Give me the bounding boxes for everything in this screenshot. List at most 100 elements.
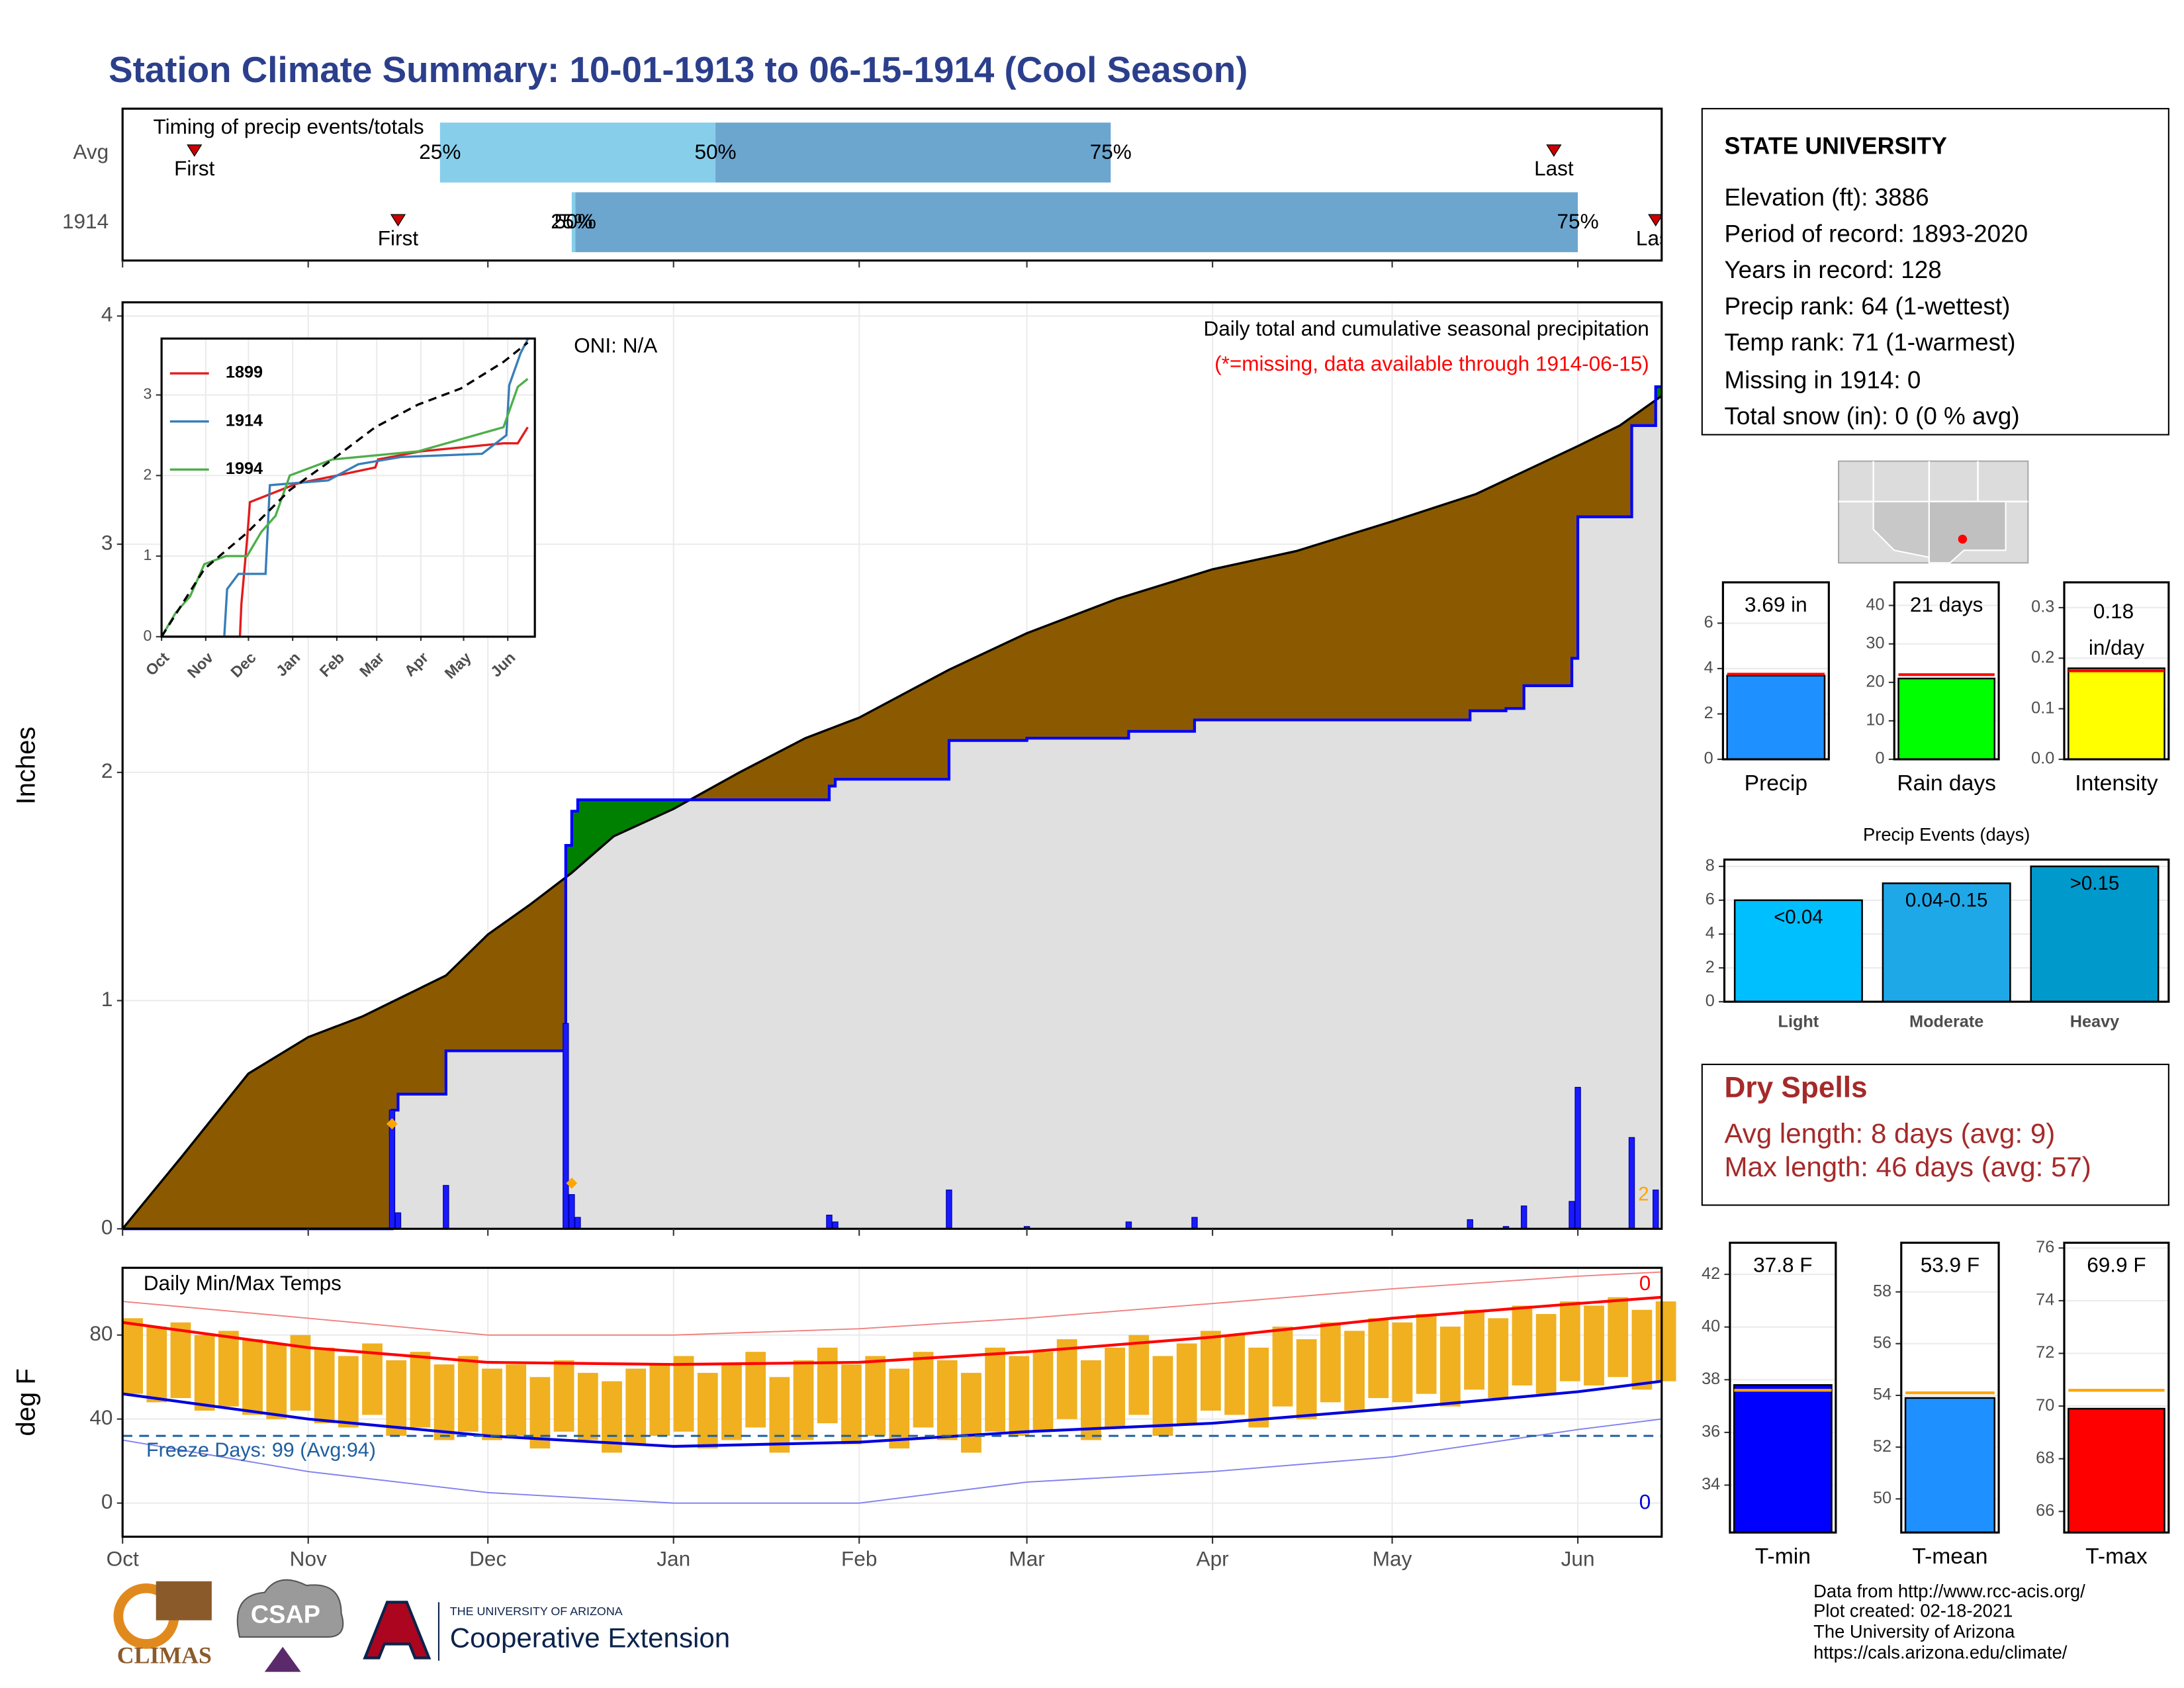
quantile-label: 50% — [694, 140, 736, 164]
y-tick-label: 0 — [1706, 992, 1715, 1010]
legend-label: 1994 — [226, 459, 263, 478]
page-title: Station Climate Summary: 10-01-1913 to 0… — [109, 49, 1248, 90]
temp-range-bar — [1152, 1356, 1173, 1436]
y-tick-label: 50 — [1873, 1489, 1891, 1507]
daily-precip-bar — [1569, 1201, 1575, 1229]
temp-range-bar — [386, 1360, 407, 1436]
y-tick-label: 4 — [1704, 659, 1713, 677]
y-tick-label: 2 — [101, 759, 113, 782]
y-tick-label: 0 — [101, 1489, 113, 1513]
value-label-part: in/day — [2089, 635, 2144, 659]
temp-range-bar — [1105, 1347, 1125, 1428]
csap-cloud — [236, 1579, 344, 1638]
temp-range-bar — [362, 1343, 383, 1415]
temp-range-bar — [218, 1331, 239, 1407]
average-line — [160, 342, 529, 637]
y-tick-label: 0.0 — [2031, 749, 2054, 768]
temp-range-bar — [1128, 1335, 1150, 1415]
temp-range-bar — [602, 1381, 622, 1453]
temp-range-bar — [1248, 1347, 1269, 1428]
plot-frame — [121, 301, 1663, 1230]
temp-range-bar — [1631, 1309, 1653, 1390]
chart-title: Daily Min/Max Temps — [144, 1271, 341, 1295]
y-tick-label: 30 — [1866, 633, 1884, 652]
temp-range-bar — [1320, 1322, 1341, 1403]
mini-frame — [1893, 581, 2000, 761]
quartile-bar — [571, 192, 576, 252]
x-tick-label: May — [1373, 1547, 1412, 1571]
temp-range-bar — [985, 1347, 1006, 1432]
map-state — [1928, 500, 2007, 564]
info-line: Elevation (ft): 3886 — [1724, 184, 1929, 211]
value-label: 3.69 in — [1745, 592, 1807, 616]
row-label: 1914 — [62, 209, 109, 233]
temp-range-bar — [170, 1322, 191, 1398]
daily-precip-bar — [1628, 1137, 1635, 1229]
temp-range-bar — [625, 1368, 647, 1444]
y-tick-label: 52 — [1873, 1437, 1891, 1456]
mini-frame — [2063, 1241, 2170, 1534]
freeze-label: Freeze Days: 99 (Avg:94) — [146, 1438, 376, 1461]
plot-background — [161, 338, 535, 637]
annotation: 2 — [1638, 1184, 1649, 1205]
temp-range-bar — [697, 1372, 718, 1449]
bar — [1904, 1397, 1996, 1534]
temp-range-bar — [457, 1356, 478, 1432]
bar — [1726, 675, 1826, 761]
temp-range-bar — [1416, 1314, 1437, 1394]
temp-range-bar — [482, 1368, 502, 1440]
y-tick-label: 80 — [89, 1321, 113, 1345]
record-max-line — [122, 1271, 1662, 1336]
daily-precip-bar — [394, 1212, 402, 1229]
temp-range-bar — [1655, 1301, 1676, 1382]
source-line: Data from http://www.rcc-acis.org/ — [1813, 1581, 2085, 1601]
record-low-count: 0 — [1639, 1489, 1651, 1513]
temp-range-bar — [1296, 1339, 1317, 1419]
chart-subtitle: (*=missing, data available through 1914-… — [1214, 352, 1649, 375]
y-tick-label: 8 — [1706, 856, 1715, 874]
temp-range-bar — [122, 1318, 143, 1394]
temp-range-bar — [1056, 1339, 1077, 1419]
temp-range-bar — [1176, 1343, 1197, 1424]
source-line: The University of Arizona — [1813, 1621, 2015, 1642]
temp-range-bar — [936, 1360, 958, 1440]
temp-range-bar — [793, 1360, 814, 1440]
temp-range-bar — [1584, 1305, 1604, 1385]
bar — [1897, 677, 1996, 761]
value-label: 69.9 F — [2087, 1252, 2146, 1276]
y-tick-label: 76 — [2036, 1238, 2054, 1256]
bar — [2030, 865, 2160, 1003]
csap-mountain — [264, 1646, 301, 1672]
y-tick-label: 2 — [144, 465, 152, 483]
event-marker — [1546, 144, 1562, 157]
quartile-bar — [575, 192, 1578, 252]
x-tick-label: Oct — [107, 1547, 139, 1571]
temp-range-bar — [1224, 1335, 1245, 1415]
logo-text: THE UNIVERSITY OF ARIZONA — [450, 1605, 623, 1618]
logo-text: CLIMAS — [117, 1642, 212, 1669]
temp-range-bar — [577, 1372, 598, 1440]
y-tick-label: 3 — [144, 385, 152, 402]
dry-spells-box — [1701, 1063, 2169, 1206]
y-tick-label: 0.2 — [2031, 648, 2054, 667]
y-tick-label: 74 — [2036, 1291, 2054, 1309]
daily-precip-bar — [946, 1190, 952, 1229]
category-label: T-min — [1755, 1544, 1811, 1569]
y-tick-label: 0.1 — [2031, 698, 2054, 717]
y-tick-label: 42 — [1702, 1264, 1720, 1283]
marker — [566, 1177, 578, 1189]
dry-spells-title: Dry Spells — [1724, 1072, 1867, 1104]
source-line: Plot created: 02-18-2021 — [1813, 1600, 2013, 1620]
y-tick-label: 38 — [1702, 1370, 1720, 1388]
temp-range-bar — [314, 1347, 335, 1424]
info-line: Temp rank: 71 (1-warmest) — [1724, 329, 2015, 356]
row-label: Avg — [73, 140, 109, 164]
daily-precip-bar — [563, 1023, 569, 1229]
event-label: Last — [1636, 226, 1676, 250]
temp-range-bar — [1368, 1318, 1389, 1398]
quantile-label: 75% — [1090, 140, 1132, 164]
temp-range-bar — [1344, 1331, 1365, 1411]
x-tick-label: Jun — [1561, 1547, 1595, 1571]
y-tick-label: 1 — [101, 987, 113, 1011]
